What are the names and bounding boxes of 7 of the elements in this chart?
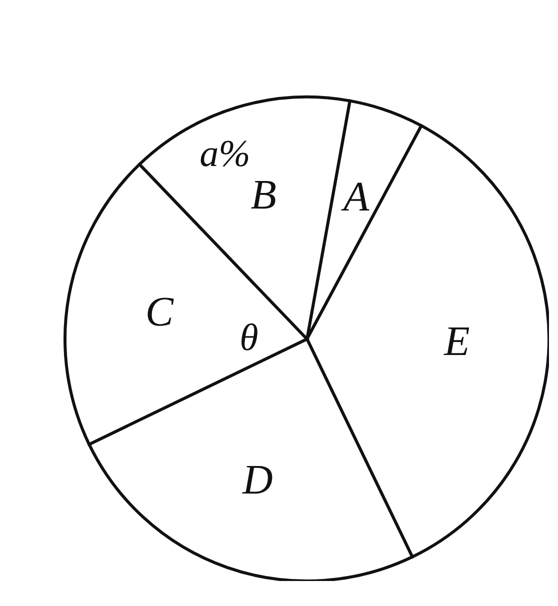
slice-label: D <box>241 458 273 504</box>
slice-label: E <box>443 319 470 366</box>
slice-label: A <box>340 174 370 220</box>
text: a% <box>200 133 250 175</box>
slice-label: B <box>250 172 276 218</box>
text: θ <box>240 317 258 359</box>
slice-label: C <box>145 289 174 336</box>
